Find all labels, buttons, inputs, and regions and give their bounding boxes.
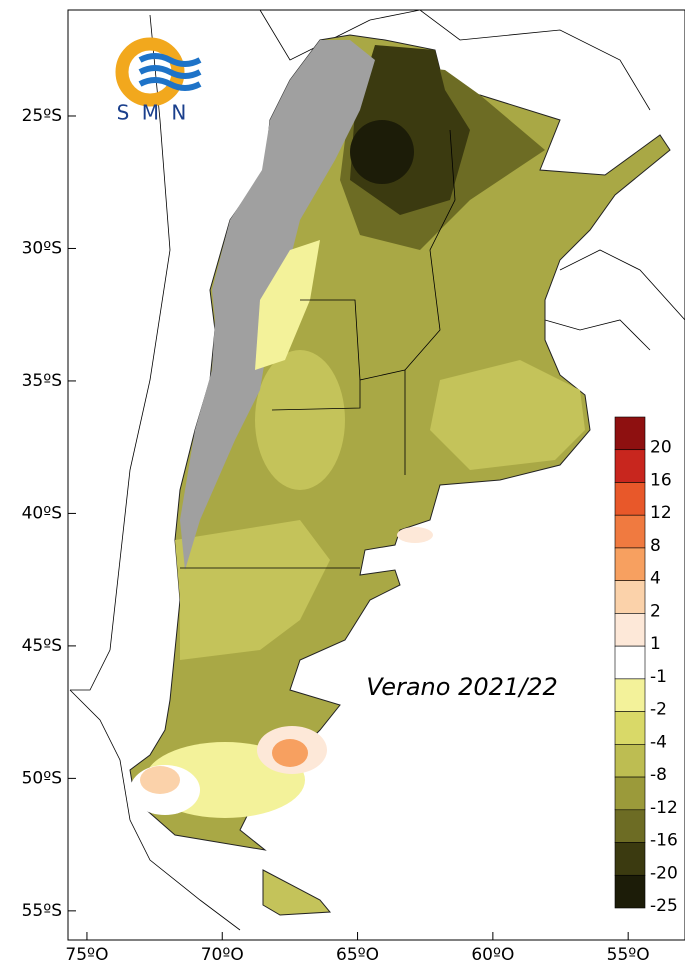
legend-label: 16	[650, 470, 672, 490]
legend-label: -20	[650, 863, 678, 883]
y-tick-label: 55ºS	[22, 901, 62, 921]
logo-text: S M N	[117, 101, 190, 125]
legend-swatch	[614, 416, 646, 451]
chile-south-coast	[69, 689, 241, 931]
legend-swatch	[614, 645, 646, 680]
tierra-del-fuego	[262, 869, 332, 916]
legend-swatch	[614, 514, 646, 549]
province-lines	[404, 129, 456, 371]
legend-label: -2	[650, 700, 667, 720]
x-tick-label: 75ºO	[65, 945, 108, 965]
legend-swatch	[614, 580, 646, 614]
legend-swatch	[614, 449, 646, 483]
south-peach	[140, 766, 180, 794]
legend-swatch	[614, 809, 646, 843]
y-tick-label: 35ºS	[22, 371, 62, 391]
paraguay-border	[369, 9, 651, 111]
chile-coast	[70, 14, 171, 691]
y-tick-label: 25ºS	[22, 106, 62, 126]
legend-label: -4	[650, 732, 667, 752]
x-tick-label: 55ºO	[607, 945, 650, 965]
y-tick-label: 45ºS	[22, 636, 62, 656]
bolivia-border	[259, 9, 371, 61]
legend-swatch	[614, 482, 646, 516]
legend-swatch	[614, 776, 646, 811]
patagonia-light	[175, 520, 330, 660]
province-lines	[300, 299, 361, 381]
map-title: Verano 2021/22	[366, 673, 558, 701]
legend-label: 4	[650, 569, 661, 589]
legend-label: -8	[650, 765, 667, 785]
legend-label: 8	[650, 536, 661, 556]
legend-swatch	[614, 678, 646, 712]
legend-label: 12	[650, 503, 672, 523]
legend-swatch	[614, 874, 646, 909]
brazil-border	[559, 249, 685, 321]
legend-label: 1	[650, 634, 661, 654]
north-darkest	[350, 120, 414, 184]
legend-swatch	[614, 711, 646, 745]
y-tick-label: 30ºS	[22, 238, 62, 258]
legend-swatch	[614, 613, 646, 647]
pampa-light	[430, 360, 585, 470]
x-tick-label: 60ºO	[471, 945, 514, 965]
x-tick-label: 65ºO	[336, 945, 379, 965]
legend-label: -16	[650, 831, 678, 851]
legend-label: -25	[650, 896, 678, 916]
legend-swatch	[614, 547, 646, 581]
gulf-peach	[397, 527, 433, 543]
x-tick-label: 70ºO	[201, 945, 244, 965]
y-tick-label: 40ºS	[22, 503, 62, 523]
y-tick-label: 50ºS	[22, 768, 62, 788]
legend-label: 20	[650, 438, 672, 458]
legend-label: -12	[650, 798, 678, 818]
legend-swatch	[614, 744, 646, 778]
cuyo-light	[255, 350, 345, 490]
legend-swatch	[614, 842, 646, 876]
logo-ring	[115, 37, 185, 107]
uruguay-border	[544, 319, 651, 351]
legend-label: -1	[650, 667, 667, 687]
legend-label: 2	[650, 601, 661, 621]
logo-waves	[138, 53, 202, 91]
coast-orange	[272, 739, 308, 767]
cuyo-pale	[255, 240, 320, 370]
